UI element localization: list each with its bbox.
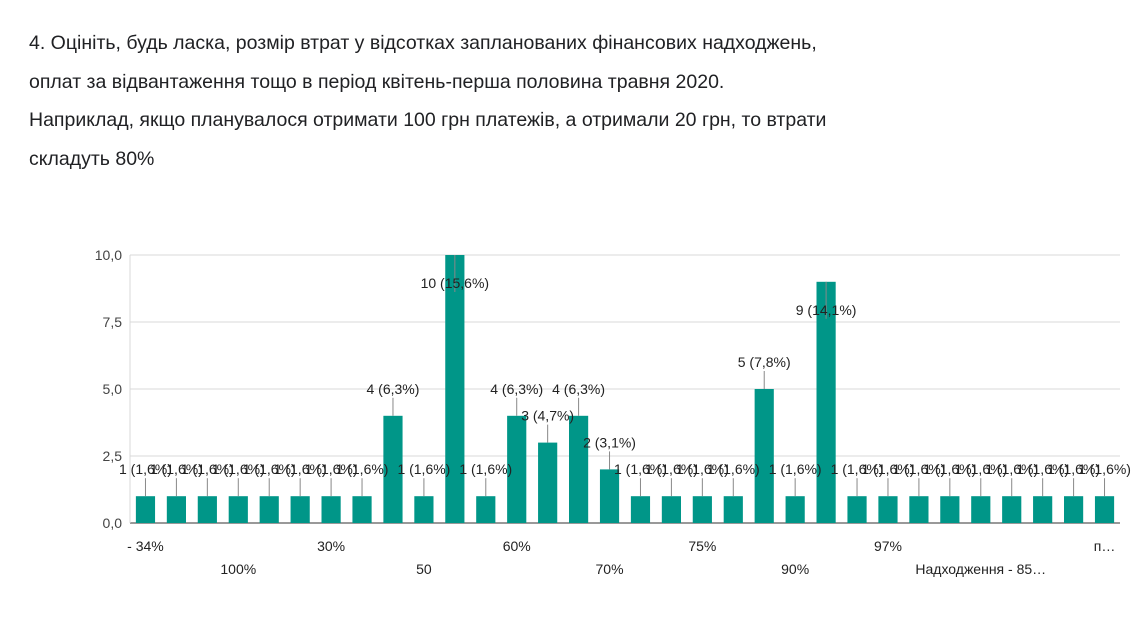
bar (197, 496, 217, 523)
data-label: 1 (1,6%) (274, 461, 327, 477)
data-label: 4 (6,3%) (490, 381, 543, 397)
question-line: складуть 80% (29, 147, 155, 170)
data-label: 1 (1,6%) (212, 461, 265, 477)
data-label: 1 (1,6%) (614, 461, 667, 477)
data-label: 1 (1,6%) (119, 461, 172, 477)
data-label: 1 (1,6%) (243, 461, 296, 477)
data-label: 4 (6,3%) (367, 381, 420, 397)
data-label: 1 (1,6%) (831, 461, 884, 477)
bar (630, 496, 651, 523)
data-label: 10 (15,6%) (421, 275, 489, 291)
data-label: 2 (3,1%) (583, 434, 636, 450)
bar (878, 496, 898, 523)
x-tick-label: 90% (781, 561, 809, 577)
bar (723, 496, 743, 523)
data-label: 1 (1,6%) (707, 461, 760, 477)
bar (383, 415, 403, 523)
bar (847, 496, 867, 523)
bar (940, 496, 960, 523)
y-tick-label: 7,5 (103, 314, 123, 330)
x-tick-label: 50 (416, 561, 432, 577)
bar (1033, 496, 1053, 523)
data-label: 1 (1,6%) (1016, 461, 1069, 477)
bar (445, 255, 465, 523)
x-tick-label: Надходження - 85… (915, 561, 1046, 577)
data-label: 1 (1,6%) (985, 461, 1038, 477)
data-label: 1 (1,6%) (862, 461, 915, 477)
data-label: 1 (1,6%) (892, 461, 945, 477)
data-label: 5 (7,8%) (738, 354, 791, 370)
bar (135, 496, 156, 523)
question-line: Наприклад, якщо планувалося отримати 100… (29, 109, 827, 131)
data-label: 3 (4,7%) (521, 408, 574, 424)
data-label: 1 (1,6%) (1047, 461, 1100, 477)
data-label: 1 (1,6%) (954, 461, 1007, 477)
bar (692, 496, 712, 523)
y-tick-label: 2,5 (103, 448, 123, 464)
question-text: 4. Оцініть, будь ласка, розмір втрат у в… (29, 24, 1089, 178)
bar (352, 496, 372, 523)
question-line: оплат за відвантаження тощо в період кві… (29, 70, 725, 93)
x-tick-label: 70% (596, 561, 624, 577)
data-label: 1 (1,6%) (150, 461, 203, 477)
x-tick-label: - 34% (127, 538, 164, 554)
y-tick-label: 10,0 (95, 247, 122, 263)
bar (1064, 496, 1084, 523)
x-tick-label: 60% (503, 538, 531, 554)
data-label: 9 (14,1%) (796, 302, 857, 318)
bar (971, 496, 991, 523)
bar (414, 496, 434, 523)
bar (507, 415, 527, 523)
data-label: 1 (1,6%) (769, 461, 822, 477)
bar (1002, 496, 1022, 523)
x-tick-label: 100% (220, 561, 256, 577)
x-tick-label: п… (1094, 538, 1116, 554)
data-label: 1 (1,6%) (459, 461, 512, 477)
bar (259, 496, 279, 523)
x-tick-label: 30% (317, 538, 345, 554)
bar (228, 496, 248, 523)
bar (476, 496, 496, 523)
data-label: 1 (1,6%) (336, 461, 389, 477)
data-label: 1 (1,6%) (1078, 461, 1131, 477)
bar (166, 496, 186, 523)
bar (569, 415, 589, 523)
data-label: 1 (1,6%) (645, 461, 698, 477)
data-label: 1 (1,6%) (181, 461, 234, 477)
data-label: 4 (6,3%) (552, 381, 605, 397)
question-line: 4. Оцініть, будь ласка, розмір втрат у в… (29, 32, 817, 54)
bar (909, 496, 929, 523)
x-tick-label: 75% (688, 538, 716, 554)
y-tick-label: 0,0 (103, 515, 123, 531)
bar (816, 281, 836, 523)
bar (785, 496, 805, 523)
bar (321, 496, 341, 523)
data-label: 1 (1,6%) (676, 461, 729, 477)
bar (599, 469, 620, 523)
data-label: 1 (1,6%) (397, 461, 450, 477)
bar (290, 496, 310, 523)
y-tick-label: 5,0 (103, 381, 123, 397)
bar (754, 389, 774, 523)
data-label: 1 (1,6%) (305, 461, 358, 477)
data-label: 1 (1,6%) (923, 461, 976, 477)
bar (1094, 496, 1115, 523)
bar (538, 442, 558, 523)
bar (661, 496, 681, 523)
x-tick-label: 97% (874, 538, 902, 554)
